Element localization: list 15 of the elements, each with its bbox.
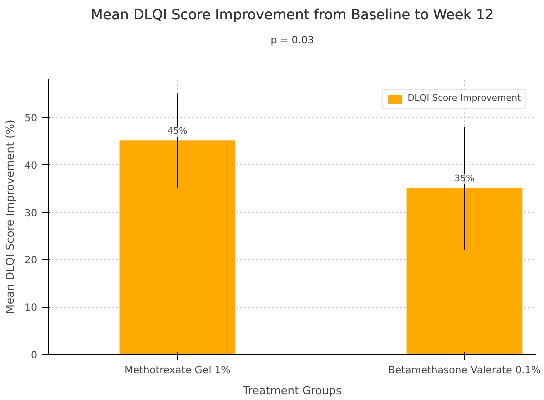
y-tick-label: 30 <box>24 208 38 220</box>
y-tick-label: 40 <box>24 160 38 172</box>
x-axis-title: Treatment Groups <box>242 384 342 398</box>
data-label: 35% <box>454 174 476 185</box>
x-tick-label: Betamethasone Valerate 0.1% <box>388 366 541 376</box>
y-axis-title: Mean DLQI Score Improvement (%) <box>4 120 17 314</box>
text: p = 0.03 <box>270 36 314 46</box>
x-tick-label: Methotrexate Gel 1% <box>124 366 231 376</box>
legend-label: DLQI Score Improvement <box>408 94 521 104</box>
y-tick-label: 50 <box>24 113 38 124</box>
chart-title: Mean DLQI Score Improvement from Baseline to Week 12 <box>90 8 494 24</box>
y-tick-label: 10 <box>24 303 38 314</box>
y-tick-label: 20 <box>24 256 38 267</box>
y-tick-label: 0 <box>31 350 38 362</box>
data-label: 45% <box>168 127 188 138</box>
